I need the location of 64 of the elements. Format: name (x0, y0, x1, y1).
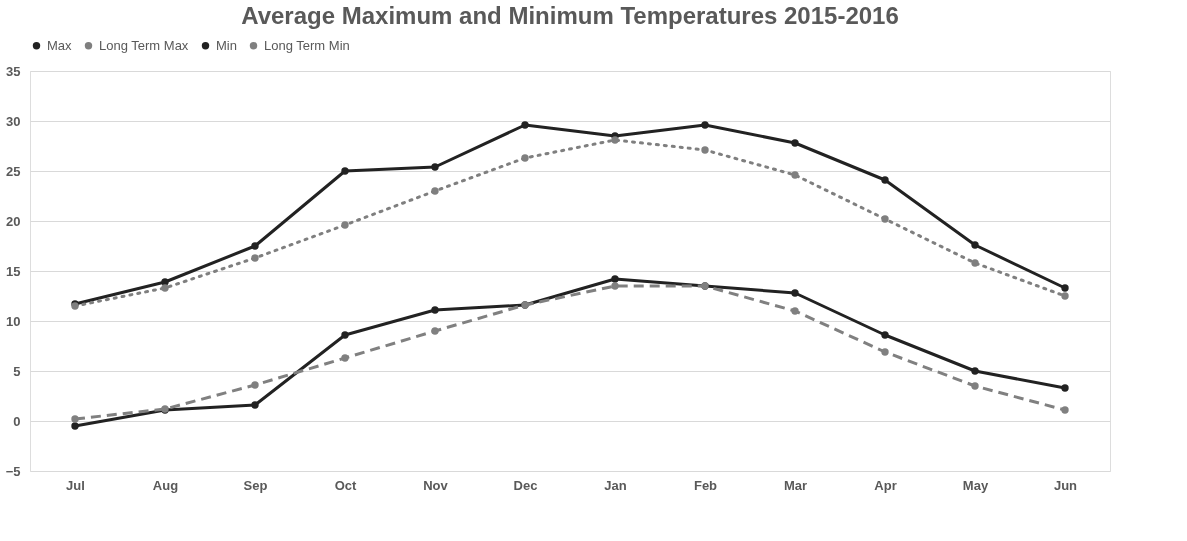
point (971, 259, 979, 267)
point (341, 167, 349, 175)
point (1061, 284, 1069, 292)
point (881, 331, 889, 339)
point (791, 139, 799, 147)
x-tick-label: Apr (874, 477, 897, 493)
legend-label: Long Term Max (99, 37, 189, 53)
y-tick-label: 5 (13, 363, 21, 379)
point (881, 215, 889, 223)
point (881, 348, 889, 356)
x-tick-label: Jan (604, 477, 627, 493)
point (611, 282, 619, 290)
y-tick-label: 15 (6, 263, 21, 279)
x-tick-label: Jun (1053, 477, 1078, 493)
y-tick-label: 35 (6, 63, 21, 79)
x-tick-label: Sep (243, 477, 268, 493)
point (701, 121, 709, 129)
point (431, 163, 439, 171)
point (431, 187, 439, 195)
point (431, 306, 439, 314)
legend-label: Max (47, 37, 73, 53)
y-tick-label: 25 (6, 163, 21, 179)
point (251, 242, 259, 250)
point (251, 401, 259, 409)
y-tick-label: 30 (6, 113, 21, 129)
point (431, 327, 439, 335)
x-tick-label: Dec (513, 477, 538, 493)
point (1061, 384, 1069, 392)
point (971, 367, 979, 375)
legend-label: Min (216, 37, 237, 53)
y-tick-label: 20 (6, 213, 21, 229)
chart-title: Average Maximum and Minimum Temperatures 2015-2016 (241, 2, 899, 29)
point (971, 241, 979, 249)
legend-label: Long Term Min (264, 37, 350, 53)
x-tick-label: May (962, 477, 989, 493)
x-tick-label: Jul (66, 477, 85, 493)
y-tick-label: 0 (13, 413, 21, 429)
point (611, 275, 619, 283)
point (791, 171, 799, 179)
point (161, 284, 169, 292)
y-tick-label: 10 (6, 313, 21, 329)
point (251, 254, 259, 262)
x-tick-label: Oct (334, 477, 358, 493)
point (701, 146, 709, 154)
x-tick-label: Feb (693, 477, 718, 493)
y-tick-label: −5 (5, 463, 21, 479)
point (341, 331, 349, 339)
point (1061, 406, 1069, 414)
point (971, 382, 979, 390)
point (521, 154, 529, 162)
point (251, 381, 259, 389)
point (881, 176, 889, 184)
x-tick-label: Aug (152, 477, 179, 493)
x-tick-label: Nov (423, 477, 449, 493)
point (791, 289, 799, 297)
point (341, 221, 349, 229)
point (1061, 292, 1069, 300)
point (71, 415, 79, 423)
point (71, 422, 79, 430)
point (611, 136, 619, 144)
x-tick-label: Mar (783, 477, 808, 493)
point (341, 354, 349, 362)
point (521, 121, 529, 129)
point (791, 307, 799, 315)
